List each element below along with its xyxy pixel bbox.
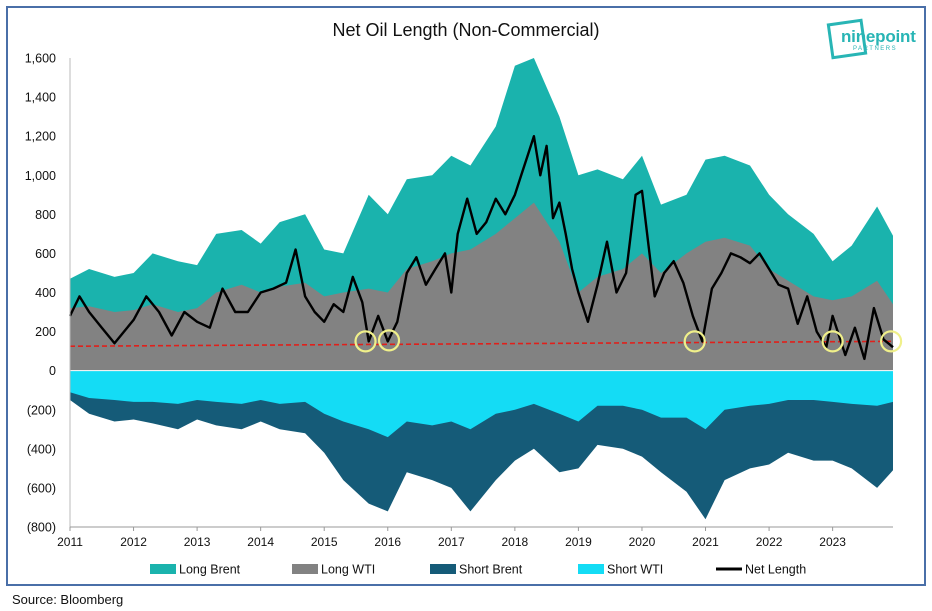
logo-subtitle: PARTNERS [853, 46, 898, 52]
legend-label-short_wti: Short WTI [607, 563, 663, 577]
highlight-circle-1 [354, 330, 377, 353]
legend-swatch-long_wti [292, 564, 318, 574]
y-tick-label: (800) [27, 521, 56, 535]
x-tick-label: 2011 [57, 535, 83, 549]
threshold-layer [69, 340, 894, 348]
net-length-line [68, 135, 894, 361]
chart-title: Net Oil Length (Non-Commercial) [332, 20, 600, 40]
legend-label-net: Net Length [745, 563, 806, 577]
x-tick-label: 2014 [247, 535, 274, 549]
highlight-circle-5 [879, 330, 903, 353]
legend-label-long_brent: Long Brent [179, 563, 241, 577]
logo-wordmark: ninepoint [841, 27, 916, 46]
y-tick-label: 800 [35, 208, 56, 222]
y-tick-label: 1,400 [25, 91, 56, 105]
chart-areas [70, 58, 893, 520]
y-tick-label: 1,200 [25, 130, 56, 144]
x-tick-label: 2016 [374, 535, 401, 549]
y-tick-label: (200) [27, 403, 56, 417]
long-wti-area [70, 202, 893, 371]
x-tick-label: 2020 [629, 535, 656, 549]
y-tick-label: (400) [27, 442, 56, 456]
y-tick-label: 1,600 [25, 52, 56, 66]
y-tick-label: 600 [35, 247, 56, 261]
threshold-line [69, 340, 894, 348]
x-tick-label: 2018 [502, 535, 529, 549]
source-note: Source: Bloomberg [12, 592, 124, 607]
x-tick-label: 2015 [311, 535, 338, 549]
net-length-layer [68, 135, 894, 361]
legend-swatch-short_wti [578, 564, 604, 574]
legend: Long Brent Long WTI Short Brent Short WTI Ne… [150, 563, 806, 577]
x-tick-label: 2023 [819, 535, 846, 549]
y-tick-label: 400 [35, 286, 56, 300]
y-tick-label: (600) [27, 481, 56, 495]
legend-swatch-short_brent [430, 564, 456, 574]
highlight-layer [354, 329, 903, 353]
legend-label-short_brent: Short Brent [459, 563, 523, 577]
y-tick-label: 0 [49, 364, 56, 378]
y-tick-label: 200 [35, 325, 56, 339]
x-tick-label: 2021 [692, 535, 719, 549]
brand-logo: ninepoint PARTNERS [826, 17, 923, 63]
y-tick-label: 1,000 [25, 169, 56, 183]
legend-swatch-long_brent [150, 564, 176, 574]
x-tick-label: 2022 [756, 535, 783, 549]
x-tick-label: 2019 [565, 535, 592, 549]
axes-layer: 1,600 1,400 1,200 1,000 800 600 400 200 0 (200) (4… [25, 52, 893, 549]
highlight-circle-2 [377, 329, 401, 352]
legend-label-long_wti: Long WTI [321, 563, 375, 577]
highlight-circle-4 [821, 330, 844, 353]
highlight-circle-3 [683, 330, 706, 353]
short-wti-area [70, 370, 893, 438]
x-tick-label: 2017 [438, 535, 465, 549]
x-tick-label: 2013 [184, 535, 211, 549]
x-tick-label: 2012 [120, 535, 147, 549]
